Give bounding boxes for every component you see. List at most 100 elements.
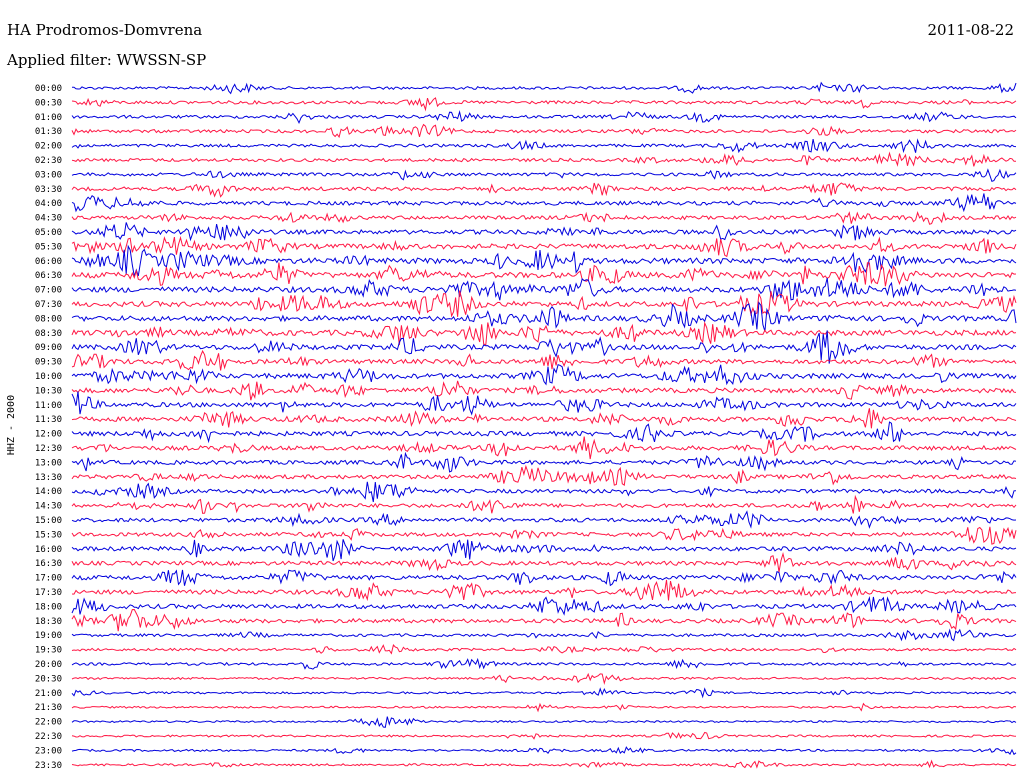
trace-line xyxy=(71,464,1017,486)
time-tick-label: 06:00 xyxy=(35,257,62,267)
trace-line xyxy=(71,579,1017,602)
time-tick-label: 13:00 xyxy=(35,458,62,468)
station-title: HA Prodromos-Domvrena xyxy=(7,21,203,39)
trace-line xyxy=(71,481,1017,503)
time-tick-label: 14:00 xyxy=(35,487,62,497)
time-tick-label: 04:30 xyxy=(35,214,62,224)
time-tick-label: 23:00 xyxy=(35,746,62,756)
trace-line xyxy=(71,643,1017,655)
time-tick-label: 17:30 xyxy=(35,588,62,598)
trace-line xyxy=(71,391,1017,416)
time-tick-label: 08:30 xyxy=(35,329,62,339)
trace-line xyxy=(71,301,1017,332)
time-tick-label: 15:30 xyxy=(35,530,62,540)
trace-line xyxy=(71,759,1017,769)
record-date: 2011-08-22 xyxy=(927,21,1014,39)
trace-line xyxy=(71,138,1017,154)
y-axis-label: HHZ - 2000 xyxy=(6,395,17,455)
trace-line xyxy=(71,123,1017,139)
time-tick-label: 18:30 xyxy=(35,617,62,627)
time-tick-label: 10:30 xyxy=(35,386,62,396)
trace-line xyxy=(71,595,1017,616)
time-tick-label: 22:00 xyxy=(35,718,62,728)
trace-line xyxy=(71,222,1017,242)
time-tick-label: 22:30 xyxy=(35,732,62,742)
time-tick-label: 07:30 xyxy=(35,300,62,310)
trace-line xyxy=(71,657,1017,670)
time-tick-label: 07:00 xyxy=(35,286,62,296)
trace-line xyxy=(71,702,1017,713)
trace-line xyxy=(71,290,1017,318)
trace-line xyxy=(71,687,1017,699)
trace-line xyxy=(71,731,1017,740)
trace-line xyxy=(71,262,1017,287)
trace-line xyxy=(71,277,1017,301)
time-tick-label: 23:30 xyxy=(35,761,62,771)
trace-line xyxy=(71,210,1017,225)
trace-line xyxy=(71,716,1017,728)
trace-line xyxy=(71,539,1017,562)
trace-line xyxy=(71,526,1017,545)
time-tick-label: 09:30 xyxy=(35,358,62,368)
time-tick-label: 11:30 xyxy=(35,415,62,425)
trace-line xyxy=(71,151,1017,167)
trace-line xyxy=(71,182,1017,198)
time-tick-label: 03:00 xyxy=(35,170,62,180)
trace-line xyxy=(71,81,1017,95)
trace-line xyxy=(71,321,1017,346)
trace-line xyxy=(71,569,1017,587)
time-tick-label: 05:30 xyxy=(35,242,62,252)
time-tick-label: 00:00 xyxy=(35,84,62,94)
time-tick-label: 01:00 xyxy=(35,113,62,123)
time-tick-label: 21:30 xyxy=(35,703,62,713)
time-tick-label: 04:00 xyxy=(35,199,62,209)
trace-line xyxy=(71,235,1017,258)
trace-line xyxy=(71,421,1017,444)
trace-line xyxy=(71,608,1017,632)
time-tick-label: 12:30 xyxy=(35,444,62,454)
trace-line xyxy=(71,364,1017,386)
time-tick-label: 15:00 xyxy=(35,516,62,526)
trace-line xyxy=(71,436,1017,460)
trace-line xyxy=(71,244,1017,277)
time-tick-label: 00:30 xyxy=(35,98,62,108)
time-tick-label: 14:30 xyxy=(35,502,62,512)
trace-line xyxy=(71,408,1017,429)
trace-line xyxy=(71,552,1017,573)
trace-line xyxy=(71,330,1017,364)
trace-line xyxy=(71,193,1017,213)
time-tick-label: 08:00 xyxy=(35,314,62,324)
time-tick-label: 16:00 xyxy=(35,545,62,555)
trace-line xyxy=(71,380,1017,401)
time-tick-label: 03:30 xyxy=(35,185,62,195)
trace-line xyxy=(71,349,1017,371)
time-tick-label: 21:00 xyxy=(35,689,62,699)
time-tick-label: 02:00 xyxy=(35,142,62,152)
time-tick-label: 17:00 xyxy=(35,574,62,584)
tick-label-group: 00:00 00:30 01:00 01:30 02:00 02:30 03:00 03:30… xyxy=(35,84,62,771)
trace-line xyxy=(71,168,1017,183)
trace-line xyxy=(71,628,1017,642)
trace-line xyxy=(71,746,1017,756)
time-tick-label: 12:00 xyxy=(35,430,62,440)
time-tick-label: 09:00 xyxy=(35,343,62,353)
time-tick-label: 18:00 xyxy=(35,602,62,612)
time-tick-label: 16:30 xyxy=(35,559,62,569)
time-tick-label: 19:30 xyxy=(35,646,62,656)
trace-line xyxy=(71,451,1017,473)
trace-line xyxy=(71,672,1017,686)
time-tick-label: 06:30 xyxy=(35,271,62,281)
time-tick-label: 13:30 xyxy=(35,473,62,483)
time-tick-label: 02:30 xyxy=(35,156,62,166)
time-tick-label: 11:00 xyxy=(35,401,62,411)
time-tick-label: 20:00 xyxy=(35,660,62,670)
trace-line xyxy=(71,510,1017,529)
trace-line xyxy=(71,110,1017,125)
time-tick-label: 20:30 xyxy=(35,674,62,684)
trace-line xyxy=(71,97,1017,112)
time-tick-label: 01:30 xyxy=(35,127,62,137)
trace-line xyxy=(71,494,1017,514)
filter-label: Applied filter: WWSSN-SP xyxy=(7,51,207,69)
trace-group xyxy=(71,81,1017,769)
